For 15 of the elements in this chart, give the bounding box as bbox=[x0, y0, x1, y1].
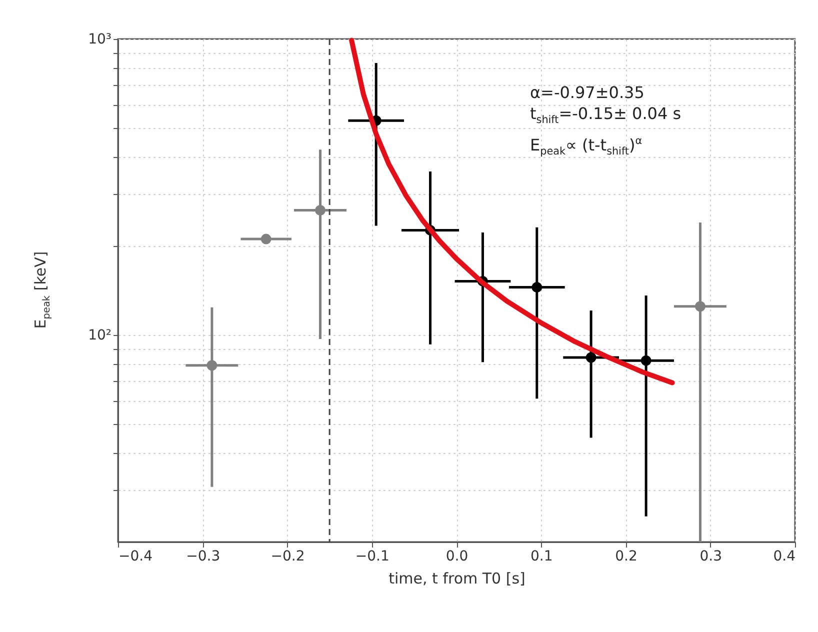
x-tick-label: 0.4 bbox=[773, 548, 796, 564]
x-axis-title: time, t from T0 [s] bbox=[388, 570, 526, 588]
y-tick-label: 10³ bbox=[88, 32, 112, 48]
x-tick-label: 0.2 bbox=[615, 548, 638, 564]
annotation: E$_{peak}$∝ (t-t$_{shift}$)$^{α}$ bbox=[530, 134, 644, 160]
x-tick-label: 0.0 bbox=[446, 548, 468, 564]
x-tick-label: −0.2 bbox=[270, 548, 305, 564]
x-tick-label: −0.3 bbox=[186, 548, 220, 564]
y-tick-label: 10² bbox=[88, 328, 112, 344]
annotation: α=-0.97±0.35 bbox=[530, 82, 646, 103]
x-tick-label: 0.3 bbox=[700, 548, 722, 564]
x-tick-label: −0.1 bbox=[355, 548, 390, 564]
x-tick-label: 0.1 bbox=[530, 548, 553, 564]
annotation: t$_{shift}$=-0.15± 0.04 s bbox=[530, 103, 682, 128]
x-tick-label: −0.4 bbox=[118, 548, 153, 564]
